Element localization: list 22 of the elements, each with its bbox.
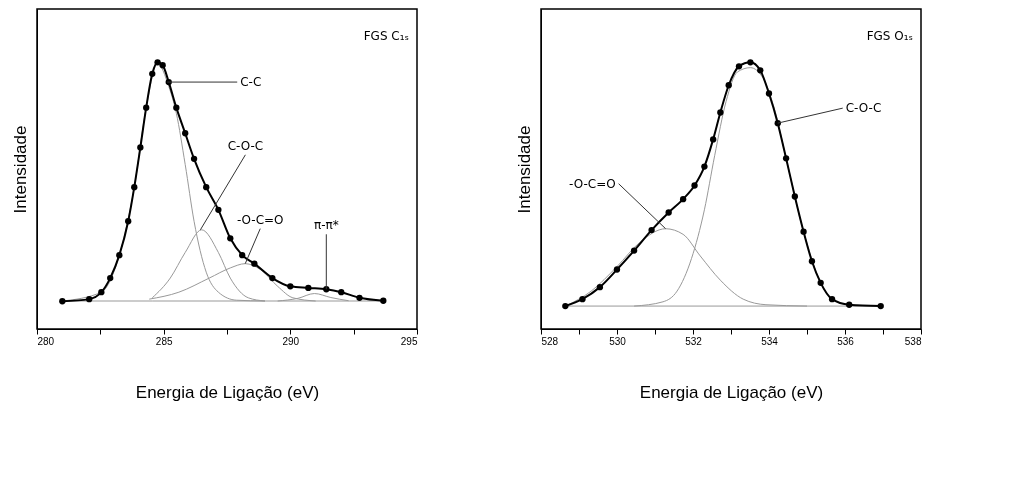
x-tick-label: 280	[37, 335, 55, 347]
x-tick-label: 295	[400, 335, 418, 347]
x-tick-label: 532	[685, 335, 703, 347]
x-tick-label: 530	[609, 335, 627, 347]
annotation: π-π*	[313, 218, 339, 233]
annotation: -O-C=O	[236, 212, 284, 227]
x-tick-label: 290	[282, 335, 300, 347]
x-tick-label: 285	[155, 335, 173, 347]
text: FGS O₁ₛ	[866, 29, 913, 43]
text: FGS C₁ₛ	[363, 29, 409, 43]
x-tick-label: 538	[904, 335, 922, 347]
x-tick-label: 536	[837, 335, 855, 347]
annotation: C-C	[240, 75, 262, 90]
x-axis-title: Energia de Ligação (eV)	[135, 382, 320, 402]
y-axis-title: Intensidade	[10, 125, 30, 214]
x-tick-label: 534	[761, 335, 779, 347]
y-axis-title: Intensidade	[514, 125, 534, 214]
annotation: C-O-C	[845, 101, 882, 116]
x-axis-title: Energia de Ligação (eV)	[639, 382, 824, 402]
annotation: C-O-C	[227, 138, 264, 153]
x-tick-label: 528	[541, 335, 559, 347]
annotation: -O-C=O	[568, 176, 616, 191]
